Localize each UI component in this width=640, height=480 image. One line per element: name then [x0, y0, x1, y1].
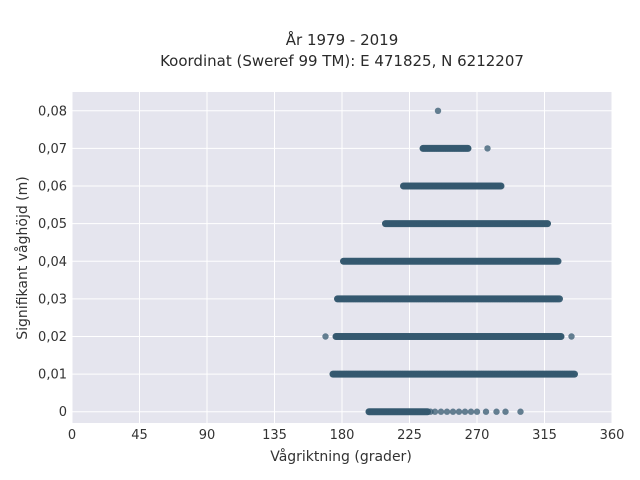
data-point [497, 182, 504, 190]
data-point [427, 408, 434, 415]
y-tick-label: 0,07 [38, 142, 67, 157]
data-point [484, 145, 491, 152]
x-axis-ticks: 0 45 90 135 180 225 270 315 360 [68, 428, 625, 443]
data-point [554, 295, 562, 303]
y-axis-ticks: 0 0,01 0,02 0,03 0,04 0,05 0,06 0,07 0,08 [38, 104, 67, 420]
data-point [570, 370, 577, 378]
data-point [455, 408, 463, 415]
y-tick-label: 0,08 [38, 104, 67, 119]
data-point [482, 408, 490, 415]
y-tick-label: 0,01 [38, 368, 67, 383]
data-points [322, 107, 578, 416]
data-point [443, 408, 451, 415]
x-tick-label: 45 [131, 428, 148, 443]
x-tick-label: 135 [262, 428, 287, 443]
x-tick-label: 0 [68, 428, 76, 443]
y-tick-label: 0 [59, 405, 67, 420]
data-point [449, 408, 457, 415]
y-tick-label: 0,06 [38, 180, 67, 195]
data-point [437, 408, 445, 415]
data-point [461, 408, 469, 415]
chart-title-line1: År 1979 - 2019 [286, 30, 399, 49]
data-point [557, 333, 565, 340]
data-point [554, 258, 561, 265]
y-tick-label: 0,03 [38, 292, 67, 307]
data-point [493, 408, 500, 415]
x-tick-label: 360 [600, 428, 625, 443]
y-tick-label: 0,05 [38, 217, 67, 232]
data-point [473, 408, 481, 415]
data-point [322, 333, 329, 340]
x-axis-label: Vågriktning (grader) [270, 448, 412, 465]
x-tick-label: 315 [532, 428, 557, 443]
data-point [502, 408, 509, 415]
x-tick-label: 180 [330, 428, 355, 443]
data-point [434, 107, 442, 115]
data-point [467, 408, 475, 415]
chart-title-line2: Koordinat (Sweref 99 TM): E 471825, N 62… [160, 52, 524, 70]
data-point [568, 333, 575, 340]
data-point [544, 220, 551, 227]
x-tick-label: 270 [465, 428, 490, 443]
y-tick-label: 0,02 [38, 330, 67, 345]
y-axis-label: Signifikant våghöjd (m) [14, 176, 31, 339]
data-point [464, 145, 472, 152]
y-tick-label: 0,04 [38, 255, 67, 270]
data-point [431, 408, 439, 415]
data-point [517, 408, 524, 415]
x-tick-label: 90 [199, 428, 216, 443]
x-tick-label: 225 [397, 428, 422, 443]
